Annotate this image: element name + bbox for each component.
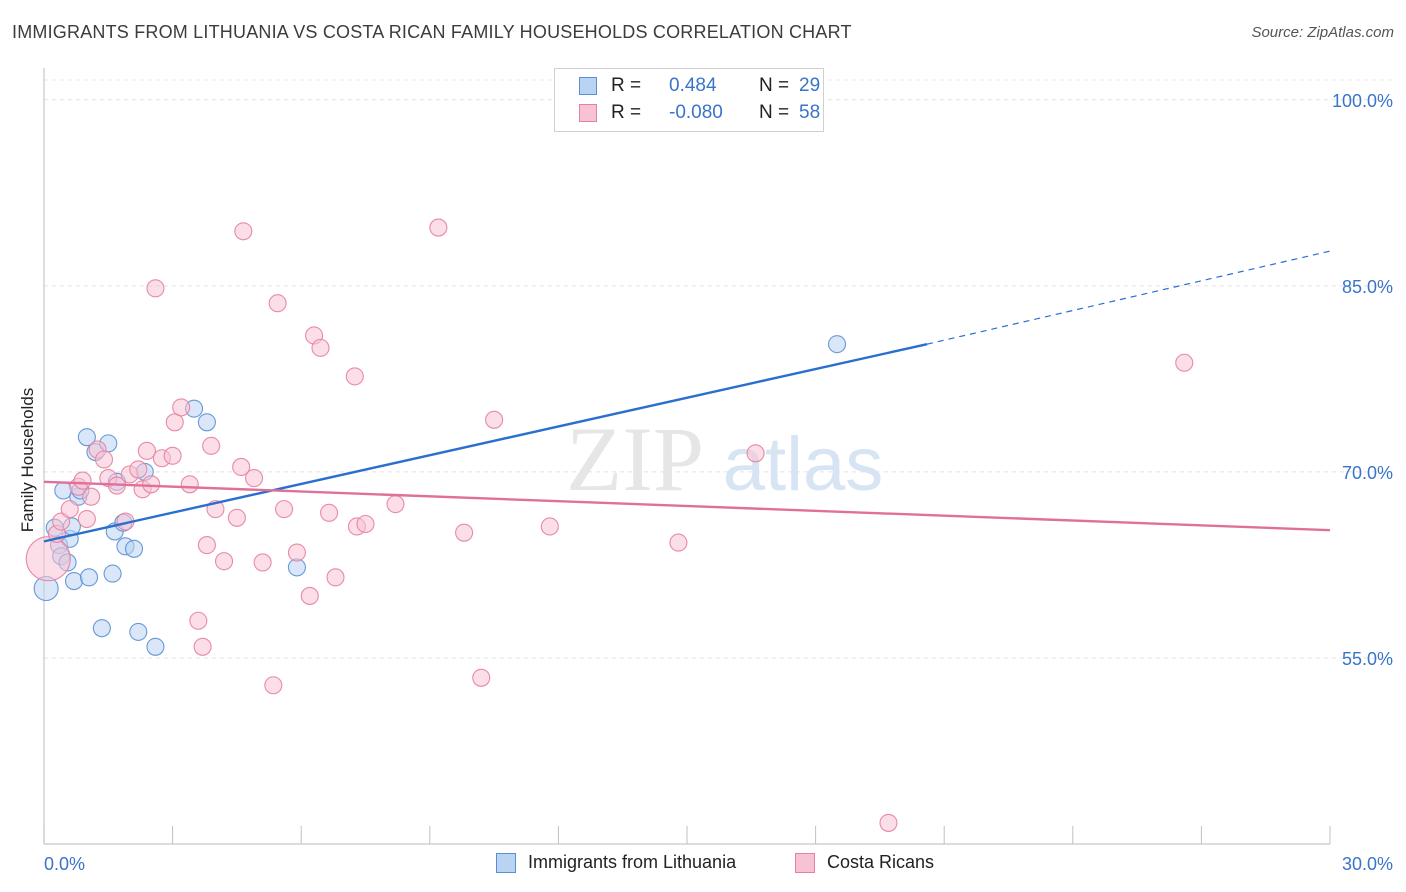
point-costa-rican: [540, 517, 559, 536]
point-lithuania: [92, 619, 111, 638]
legend-n-label: N =: [759, 102, 790, 123]
y-tick-label: 100.0%: [1332, 91, 1393, 111]
chart-title: IMMIGRANTS FROM LITHUANIA VS COSTA RICAN…: [12, 22, 852, 42]
point-lithuania: [129, 622, 148, 641]
point-costa-rican: [197, 536, 216, 555]
point-costa-rican: [253, 553, 272, 572]
point-lithuania: [79, 568, 99, 587]
point-costa-rican: [356, 514, 375, 534]
point-costa-rican: [234, 222, 253, 241]
point-costa-rican: [275, 500, 294, 519]
legend-n-value: 29: [799, 75, 821, 96]
point-costa-rican: [386, 495, 405, 514]
y-axis-label: Family Households: [18, 387, 37, 533]
point-costa-rican: [345, 367, 364, 386]
legend-label: Costa Ricans: [827, 852, 935, 872]
point-lithuania: [827, 335, 847, 354]
trend-line-lithuania: [43, 342, 928, 543]
point-costa-rican: [180, 475, 199, 494]
point-costa-rican: [73, 471, 92, 490]
stats-legend: R = 0.484 N = 29 R = -0.080 N = 58: [554, 68, 824, 132]
axes: [43, 68, 1331, 845]
y-tick-label: 70.0%: [1342, 463, 1393, 483]
point-costa-rican: [94, 450, 114, 469]
point-costa-rican: [232, 457, 251, 476]
watermark: ZIP atlas: [566, 408, 883, 510]
legend-swatch-blue: [496, 853, 516, 873]
point-lithuania: [146, 637, 165, 656]
point-lithuania: [54, 481, 73, 500]
legend-swatch-blue: [579, 77, 597, 95]
x-tick-label: 30.0%: [1342, 854, 1393, 874]
point-costa-rican: [326, 568, 345, 587]
legend-r-value: 0.484: [669, 75, 717, 96]
point-costa-rican: [746, 444, 765, 463]
point-costa-rican: [129, 460, 148, 479]
point-costa-rican: [52, 512, 71, 531]
y-tick-label: 55.0%: [1342, 649, 1393, 669]
point-costa-rican: [82, 487, 101, 506]
point-costa-rican: [142, 475, 161, 494]
point-costa-rican: [268, 294, 287, 313]
point-costa-rican: [311, 338, 330, 357]
point-costa-rican: [1175, 353, 1194, 372]
point-costa-rican: [300, 586, 319, 605]
point-costa-rican: [669, 533, 688, 552]
point-lithuania: [124, 539, 144, 558]
watermark-atlas: atlas: [723, 422, 884, 507]
point-costa-rican: [189, 611, 208, 630]
point-lithuania: [103, 564, 122, 583]
point-costa-rican: [472, 668, 491, 687]
point-costa-rican: [227, 508, 246, 527]
trend-lines: [43, 250, 1331, 543]
point-lithuania: [197, 413, 216, 432]
point-costa-rican: [879, 813, 898, 832]
point-costa-rican: [244, 469, 264, 488]
y-tick-label: 85.0%: [1342, 277, 1393, 297]
point-costa-rican: [320, 503, 339, 522]
point-costa-rican: [485, 410, 504, 429]
point-costa-rican: [429, 218, 448, 237]
legend-r-label: R =: [611, 75, 642, 96]
point-lithuania: [77, 428, 96, 447]
point-costa-rican: [214, 552, 234, 571]
legend-r-label: R =: [611, 102, 642, 123]
point-costa-rican: [172, 398, 191, 417]
legend-swatch-pink: [795, 853, 815, 873]
legend-label: Immigrants from Lithuania: [528, 852, 737, 872]
point-costa-rican: [455, 523, 474, 542]
point-costa-rican: [163, 446, 182, 465]
point-costa-rican: [165, 413, 184, 432]
point-lithuania: [64, 572, 84, 591]
trend-line-costa-ricans: [43, 480, 1331, 532]
x-tick-label: 0.0%: [44, 854, 85, 874]
data-points: [25, 218, 1194, 832]
point-costa-rican: [137, 441, 156, 460]
legend-n-label: N =: [759, 75, 790, 96]
legend-r-value: -0.080: [669, 102, 723, 123]
legend-swatch-pink: [579, 104, 597, 122]
tick-labels: 55.0% 70.0% 85.0% 100.0% 0.0% 30.0%: [44, 91, 1393, 874]
source-credit: Source: ZipAtlas.com: [1251, 24, 1394, 41]
watermark-zip: ZIP: [566, 408, 704, 510]
point-costa-rican: [287, 543, 306, 562]
point-costa-rican: [264, 676, 283, 695]
legend-n-value: 58: [799, 102, 821, 123]
point-costa-rican: [77, 509, 96, 529]
point-costa-rican: [146, 279, 165, 298]
point-costa-rican: [25, 536, 71, 582]
trend-line-lithuania-extension: [926, 250, 1331, 345]
point-costa-rican: [193, 637, 212, 656]
point-costa-rican: [60, 500, 79, 519]
point-costa-rican: [202, 436, 221, 455]
